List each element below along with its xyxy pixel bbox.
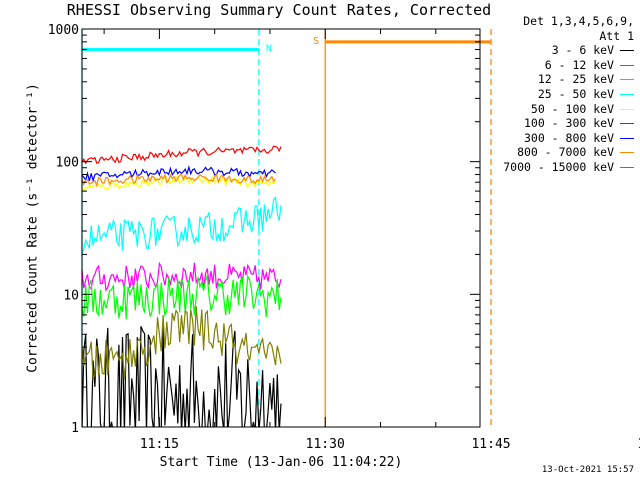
x-tick-label: 12:00 xyxy=(637,437,640,452)
legend-swatch xyxy=(620,166,634,168)
legend-swatch xyxy=(620,137,634,139)
series-line-8 xyxy=(82,173,276,188)
legend-item: 800 - 7000 keV xyxy=(503,145,634,160)
legend-item-label: 12 - 25 keV xyxy=(537,72,614,87)
y-tick-label: 1000 xyxy=(48,23,79,38)
series-line-6 xyxy=(82,145,282,165)
interval-label: S xyxy=(313,36,319,47)
x-tick-label: 11:30 xyxy=(306,437,345,452)
x-tick-label: 11:45 xyxy=(471,437,510,452)
y-tick-label: 10 xyxy=(63,288,79,303)
legend-item: 50 - 100 keV xyxy=(503,102,634,117)
legend-item: 12 - 25 keV xyxy=(503,72,634,87)
legend-item-label: 800 - 7000 keV xyxy=(517,145,614,160)
legend-swatch xyxy=(620,50,634,52)
legend-header-line2: Att 1 xyxy=(599,28,634,43)
legend-swatch xyxy=(620,93,634,95)
annotations-layer: NS xyxy=(81,29,492,427)
series-layer xyxy=(82,145,282,427)
footer-timestamp: 13-Oct-2021 15:57 xyxy=(541,465,634,475)
legend-item-label: 300 - 800 keV xyxy=(523,130,614,145)
y-tick-label: 1 xyxy=(71,421,79,436)
legend-swatch xyxy=(620,152,634,154)
legend-items: 3 - 6 keV 6 - 12 keV 12 - 25 keV 25 - 50 ke… xyxy=(503,43,634,174)
legend-item-label: 7000 - 15000 keV xyxy=(503,159,614,174)
legend-item: 300 - 800 keV xyxy=(503,131,634,146)
interval-label: N xyxy=(266,44,272,55)
series-line-4 xyxy=(82,196,282,255)
legend-item-label: 25 - 50 keV xyxy=(537,86,614,101)
legend-item: 3 - 6 keV xyxy=(503,43,634,58)
x-tick-label: 11:15 xyxy=(140,437,179,452)
legend-item: 7000 - 15000 keV xyxy=(503,160,634,175)
legend: Det 1,3,4,5,6,9, Att 1 3 - 6 keV 6 - 12 k… xyxy=(503,14,634,175)
legend-swatch xyxy=(620,108,634,110)
series-line-3 xyxy=(82,274,282,320)
legend-item: 6 - 12 keV xyxy=(503,58,634,73)
legend-swatch xyxy=(620,123,634,125)
legend-item-label: 50 - 100 keV xyxy=(530,101,614,116)
legend-swatch xyxy=(620,79,634,81)
plot-frame xyxy=(81,28,481,428)
series-line-7 xyxy=(82,164,276,183)
legend-item-label: 6 - 12 keV xyxy=(544,57,614,72)
series-line-1 xyxy=(82,324,282,427)
y-tick-label: 100 xyxy=(56,156,79,171)
chart-title: RHESSI Observing Summary Count Rates, Co… xyxy=(66,1,492,19)
x-axis-label: Start Time (13-Jan-06 11:04:22) xyxy=(159,455,403,470)
legend-item: 25 - 50 keV xyxy=(503,87,634,102)
series-line-9 xyxy=(82,306,282,381)
legend-item: 100 - 300 keV xyxy=(503,116,634,131)
legend-header-line1: Det 1,3,4,5,6,9, xyxy=(523,14,634,28)
legend-item-label: 3 - 6 keV xyxy=(551,43,614,58)
legend-swatch xyxy=(620,64,634,66)
legend-item-label: 100 - 300 keV xyxy=(523,116,614,131)
